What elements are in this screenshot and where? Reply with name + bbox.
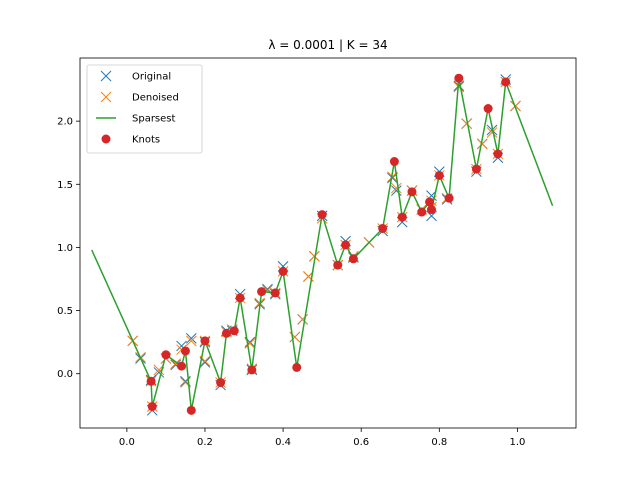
point-knots bbox=[501, 77, 511, 87]
point-knots bbox=[317, 210, 327, 220]
x-tick-label: 0.2 bbox=[197, 437, 213, 448]
point-knots bbox=[397, 212, 407, 222]
y-tick-label: 0.0 bbox=[57, 369, 73, 380]
point-knots bbox=[177, 361, 187, 371]
legend-marker bbox=[100, 70, 112, 82]
point-knots bbox=[426, 205, 436, 215]
x-tick-label: 1.0 bbox=[509, 437, 525, 448]
point-denoised bbox=[308, 250, 320, 262]
series-knots bbox=[146, 73, 511, 415]
point-denoised bbox=[390, 182, 402, 194]
legend-marker bbox=[101, 134, 111, 144]
point-knots bbox=[221, 328, 231, 338]
series-line-sparsest bbox=[91, 77, 554, 412]
point-denoised bbox=[486, 127, 498, 138]
legend-label: Knots bbox=[132, 135, 160, 146]
point-knots bbox=[216, 378, 226, 388]
point-original bbox=[185, 332, 197, 344]
legend-item-denoised: Denoised bbox=[100, 91, 179, 104]
point-denoised bbox=[185, 335, 197, 347]
point-knots bbox=[333, 260, 343, 270]
plot-area bbox=[91, 73, 554, 416]
x-tick-label: 0.8 bbox=[431, 437, 447, 448]
point-knots bbox=[180, 346, 190, 356]
point-knots bbox=[493, 149, 503, 159]
point-denoised bbox=[476, 138, 488, 150]
axes-frame bbox=[79, 57, 577, 429]
y-tick-label: 0.5 bbox=[57, 306, 73, 317]
x-tick-label: 0.4 bbox=[275, 437, 291, 448]
point-knots bbox=[292, 362, 302, 372]
point-knots bbox=[161, 350, 171, 360]
point-knots bbox=[278, 266, 288, 276]
axis-ticks: 0.0 0.2 0.4 0.6 0.8 1.0 0.0 0.5 1.0 1.5 2.0 bbox=[57, 117, 525, 448]
x-tick-label: 0.0 bbox=[119, 437, 135, 448]
x-tick-label: 0.6 bbox=[353, 437, 369, 448]
legend-marker bbox=[100, 91, 112, 103]
point-knots bbox=[147, 402, 157, 412]
point-knots bbox=[425, 197, 435, 207]
point-knots bbox=[407, 187, 417, 197]
legend-item-original: Original bbox=[100, 70, 171, 83]
legend-box bbox=[86, 64, 203, 154]
legend-label: Sparsest bbox=[132, 114, 176, 125]
point-knots bbox=[257, 287, 267, 297]
legend-label: Original bbox=[132, 72, 171, 83]
point-knots bbox=[235, 293, 245, 303]
point-knots bbox=[146, 376, 156, 386]
point-knots bbox=[444, 193, 454, 203]
point-knots bbox=[417, 207, 427, 217]
legend-label: Denoised bbox=[132, 93, 179, 104]
y-tick-label: 2.0 bbox=[57, 117, 73, 128]
legend-item-sparsest: Sparsest bbox=[96, 114, 176, 125]
y-tick-label: 1.0 bbox=[57, 243, 73, 254]
point-knots bbox=[454, 73, 464, 83]
point-knots bbox=[348, 254, 358, 264]
point-denoised bbox=[461, 118, 472, 130]
point-knots bbox=[229, 326, 239, 336]
chart-title: λ = 0.0001 | K = 34 bbox=[268, 38, 387, 52]
y-tick-label: 1.5 bbox=[57, 180, 73, 191]
legend-item-knots: Knots bbox=[101, 134, 160, 146]
point-knots bbox=[341, 240, 351, 250]
series-sparsest bbox=[91, 77, 554, 412]
point-knots bbox=[247, 365, 257, 375]
legend: Original Denoised Sparsest Knots bbox=[86, 64, 203, 154]
point-knots bbox=[389, 157, 399, 167]
point-knots bbox=[378, 223, 388, 233]
point-knots bbox=[434, 170, 444, 180]
point-knots bbox=[483, 104, 493, 114]
point-knots bbox=[471, 164, 481, 174]
point-knots bbox=[270, 288, 280, 298]
point-knots bbox=[186, 405, 196, 415]
point-knots bbox=[200, 336, 210, 346]
